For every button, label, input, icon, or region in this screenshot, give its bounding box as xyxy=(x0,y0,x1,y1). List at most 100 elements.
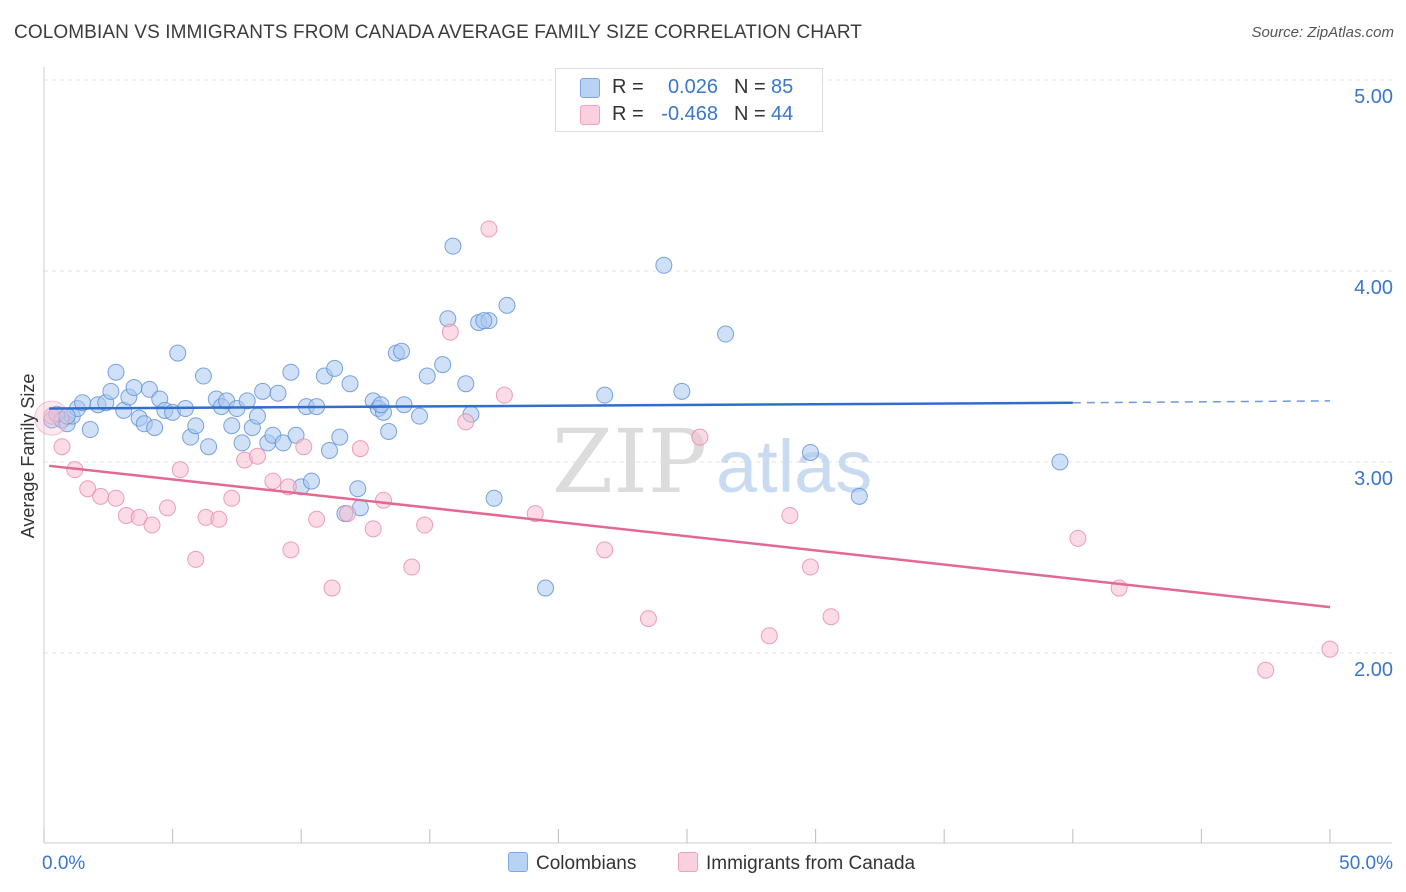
point-colombians xyxy=(801,443,819,461)
legend-r-label: R = xyxy=(612,76,644,98)
point-colombians xyxy=(498,296,516,314)
point-canada xyxy=(187,550,205,568)
watermark-zip: ZIP xyxy=(552,410,707,513)
point-canada xyxy=(480,220,498,238)
point-colombians xyxy=(302,472,320,490)
watermark-atlas: atlas xyxy=(716,425,872,508)
legend-swatch-canada xyxy=(580,105,600,125)
point-colombians xyxy=(372,396,390,414)
point-canada xyxy=(248,447,266,465)
gridlines xyxy=(44,79,1395,654)
point-colombians xyxy=(223,417,241,435)
bottom-swatch-colombians xyxy=(508,852,528,872)
point-colombians xyxy=(331,428,349,446)
legend-r-label: R = xyxy=(612,103,644,125)
legend-r-value: 0.026 xyxy=(667,76,718,98)
legend-n-value: 44 xyxy=(771,103,794,125)
legend-n-label: N = xyxy=(734,103,766,125)
point-canada xyxy=(351,440,369,458)
axis-labels: 2.00 3.00 4.00 5.00 0.0% 50.0% Average Family … xyxy=(18,86,1393,874)
y-tick-label: 3.00 xyxy=(1354,468,1393,490)
bottom-legend-canada-label: Immigrants from Canada xyxy=(706,853,916,874)
point-colombians xyxy=(485,489,503,507)
point-colombians xyxy=(269,384,287,402)
point-canada xyxy=(210,510,228,528)
y-tick-label: 5.00 xyxy=(1354,86,1393,108)
point-colombians xyxy=(274,434,292,452)
point-colombians xyxy=(341,375,359,393)
trend-line-colombians xyxy=(49,401,1073,410)
point-colombians xyxy=(537,579,555,597)
point-canada xyxy=(158,499,176,517)
legend-r-value: -0.468 xyxy=(661,103,718,125)
point-canada xyxy=(596,541,614,559)
point-colombians xyxy=(655,256,673,274)
point-colombians xyxy=(107,363,125,381)
point-canada xyxy=(53,438,71,456)
point-canada xyxy=(295,438,313,456)
point-canada xyxy=(457,413,475,431)
x-tick-label-max: 50.0% xyxy=(1339,853,1393,874)
point-canada xyxy=(375,491,393,509)
point-canada xyxy=(107,489,125,507)
point-canada xyxy=(79,480,97,498)
point-canada xyxy=(526,505,544,523)
x-tick-label-min: 0.0% xyxy=(42,853,85,874)
point-colombians xyxy=(380,422,398,440)
point-canada xyxy=(323,579,341,597)
point-canada xyxy=(364,520,382,538)
point-canada xyxy=(403,558,421,576)
point-colombians xyxy=(169,344,187,362)
trend-line-canada xyxy=(49,464,1331,609)
bottom-legend-canada: Immigrants from Canada xyxy=(678,852,915,875)
bottom-legend-colombians-label: Colombians xyxy=(536,853,637,874)
watermark: ZIP atlas xyxy=(552,410,872,513)
legend-n-label: N = xyxy=(734,76,766,98)
point-colombians xyxy=(320,442,338,460)
point-colombians xyxy=(102,382,120,400)
point-canada xyxy=(171,461,189,479)
point-colombians xyxy=(81,421,99,439)
point-canada xyxy=(416,516,434,534)
point-canada-large xyxy=(34,400,70,436)
y-tick-label: 2.00 xyxy=(1354,659,1393,681)
legend-n-value: 85 xyxy=(771,76,794,98)
point-colombians xyxy=(194,367,212,385)
point-canada xyxy=(441,323,459,341)
point-colombians xyxy=(187,417,205,435)
point-colombians xyxy=(238,392,256,410)
point-canada xyxy=(308,510,326,528)
legend-row-colombians: R = 0.026 N = 85 xyxy=(556,74,822,102)
point-canada xyxy=(760,627,778,645)
point-canada xyxy=(801,558,819,576)
data-points xyxy=(34,220,1339,679)
point-colombians xyxy=(850,487,868,505)
point-colombians xyxy=(434,356,452,374)
point-canada xyxy=(282,541,300,559)
point-colombians xyxy=(1051,453,1069,471)
point-canada xyxy=(1321,640,1339,658)
point-canada xyxy=(223,489,241,507)
point-colombians xyxy=(393,342,411,360)
point-canada xyxy=(639,610,657,628)
point-canada xyxy=(338,505,356,523)
legend-row-canada: R = -0.468 N = 44 xyxy=(556,101,822,129)
point-canada xyxy=(822,608,840,626)
point-canada xyxy=(495,386,513,404)
point-canada xyxy=(1257,661,1275,679)
trend-lines xyxy=(49,400,1331,609)
point-colombians xyxy=(596,386,614,404)
point-colombians xyxy=(233,434,251,452)
point-colombians xyxy=(326,359,344,377)
point-canada xyxy=(130,508,148,526)
point-colombians xyxy=(146,419,164,437)
bottom-swatch-canada xyxy=(678,852,698,872)
trend-line-colombians-extension xyxy=(1072,400,1331,404)
correlation-legend: R = 0.026 N = 85 R = -0.468 N = 44 xyxy=(555,68,823,132)
point-canada xyxy=(781,506,799,524)
source-label: Source: ZipAtlas.com xyxy=(1251,24,1394,41)
point-canada xyxy=(1069,529,1087,547)
point-colombians xyxy=(248,407,266,425)
bottom-legend-colombians: Colombians xyxy=(508,852,636,875)
